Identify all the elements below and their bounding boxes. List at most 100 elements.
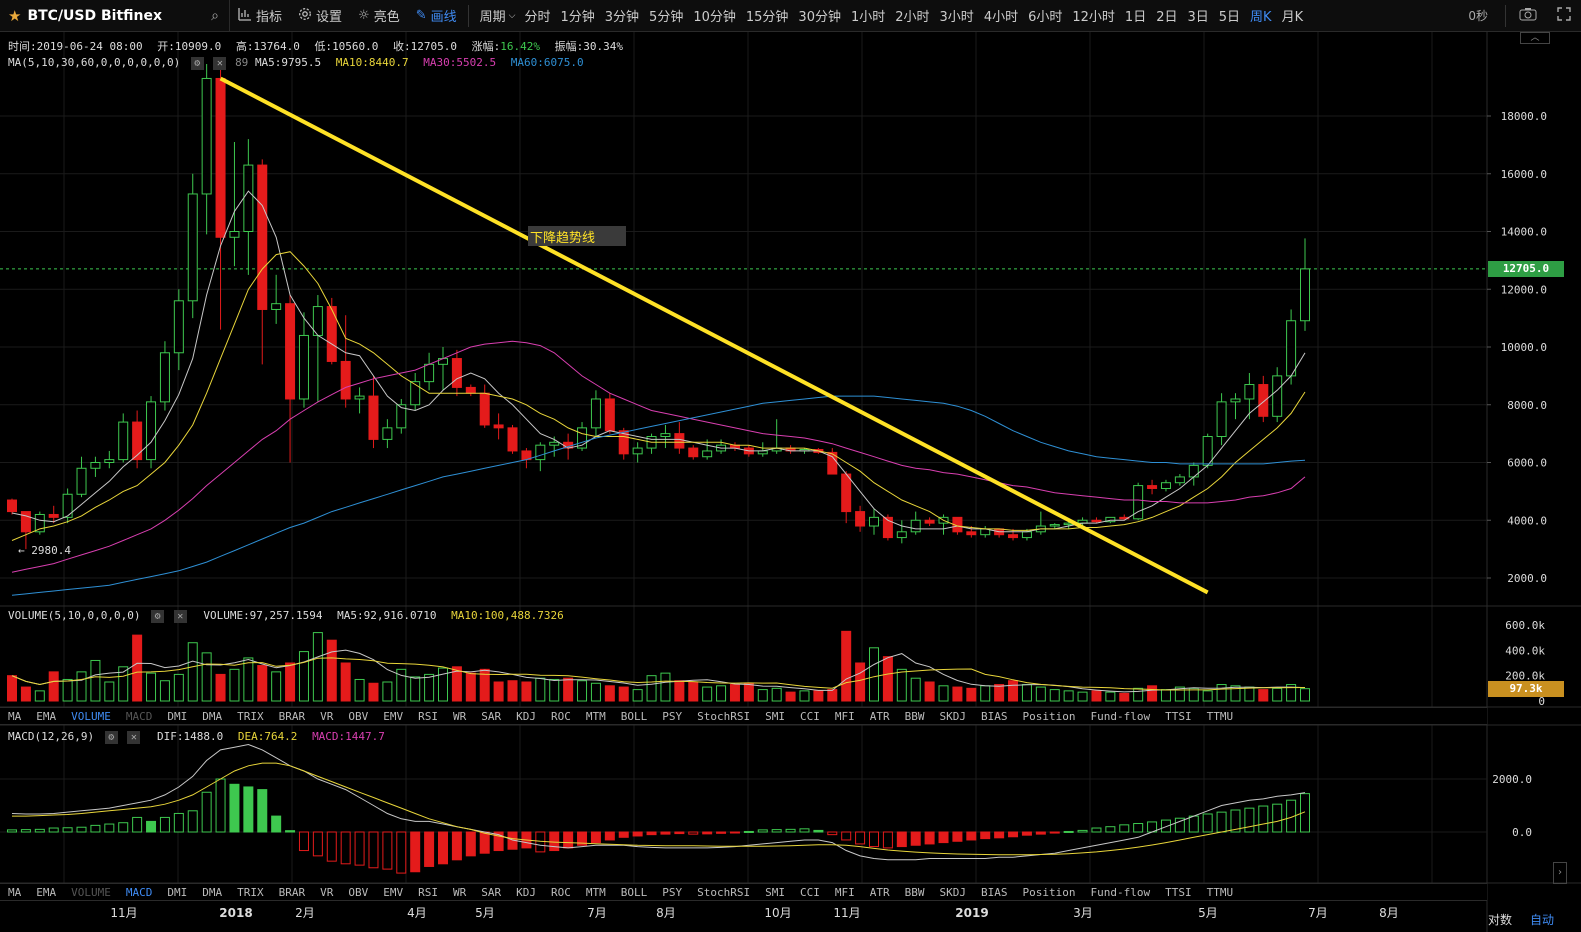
- indicator-tab-emv[interactable]: EMV: [383, 885, 404, 899]
- timeframe-14[interactable]: 2日: [1156, 10, 1178, 25]
- timeframe-13[interactable]: 1日: [1124, 10, 1147, 25]
- indicator-tab-wr[interactable]: WR: [453, 885, 467, 899]
- indicator-tab-psy[interactable]: PSY: [662, 885, 683, 899]
- indicator-tab-ma[interactable]: MA: [8, 885, 22, 899]
- indicator-tab-roc[interactable]: ROC: [551, 885, 571, 899]
- indicator-tab-mtm[interactable]: MTM: [585, 885, 606, 899]
- indicator-tab-emv[interactable]: EMV: [383, 709, 404, 723]
- indicator-tab-macd[interactable]: MACD: [125, 709, 153, 723]
- indicator-tab-kdj[interactable]: KDJ: [516, 709, 536, 723]
- timeframe-12[interactable]: 12小时: [1072, 10, 1115, 25]
- indicator-tab-atr[interactable]: ATR: [869, 709, 890, 723]
- indicator-tab-psy[interactable]: PSY: [662, 709, 683, 723]
- timeframe-17[interactable]: 周K: [1250, 10, 1272, 25]
- legend-settings-icon[interactable]: ⚙: [190, 57, 204, 70]
- indicator-tab-dmi[interactable]: DMI: [167, 709, 188, 723]
- indicator-tab-trix[interactable]: TRIX: [237, 709, 264, 723]
- fullscreen-icon[interactable]: [1547, 6, 1581, 25]
- indicator-tab-bias[interactable]: BIAS: [980, 885, 1008, 899]
- theme-button[interactable]: ☼ 亮色: [350, 0, 408, 32]
- indicator-tab-brar[interactable]: BRAR: [278, 885, 306, 899]
- legend-settings-icon[interactable]: ⚙: [151, 610, 165, 623]
- indicator-tab-cci[interactable]: CCI: [799, 709, 820, 723]
- timeframe-1[interactable]: 1分钟: [560, 10, 595, 25]
- chevron-up-icon[interactable]: ︿: [1520, 32, 1550, 44]
- timeframe-3[interactable]: 5分钟: [649, 10, 684, 25]
- indicator-tab-smi[interactable]: SMI: [765, 709, 785, 723]
- indicator-tab-ema[interactable]: EMA: [36, 885, 57, 899]
- indicator-tab-rsi[interactable]: RSI: [418, 709, 438, 723]
- indicator-tab-skdj[interactable]: SKDJ: [939, 709, 966, 723]
- indicator-tab-rsi[interactable]: RSI: [418, 885, 438, 899]
- indicator-tab-ttsi[interactable]: TTSI: [1165, 885, 1192, 899]
- indicator-tab-vr[interactable]: VR: [320, 709, 334, 723]
- timeframe-7[interactable]: 1小时: [850, 10, 886, 25]
- timeframe-11[interactable]: 6小时: [1028, 10, 1063, 25]
- period-dropdown[interactable]: 周期 ⌵: [472, 0, 520, 32]
- indicator-tab-bbw[interactable]: BBW: [904, 709, 925, 723]
- indicator-tab-mfi[interactable]: MFI: [834, 709, 855, 723]
- indicator-tab-position[interactable]: Position: [1022, 709, 1076, 723]
- settings-button[interactable]: 设置: [290, 0, 350, 32]
- indicator-tab-skdj[interactable]: SKDJ: [939, 885, 966, 899]
- legend-close-icon[interactable]: ✕: [213, 57, 227, 70]
- timeframe-5[interactable]: 15分钟: [745, 10, 789, 25]
- indicator-tab-mtm[interactable]: MTM: [585, 709, 606, 723]
- indicator-tab-dmi[interactable]: DMI: [167, 885, 188, 899]
- log-scale-button[interactable]: 对数: [1488, 913, 1513, 927]
- star-icon[interactable]: ★: [8, 6, 22, 25]
- timeframe-9[interactable]: 3小时: [939, 10, 974, 25]
- indicator-tab-vr[interactable]: VR: [320, 885, 334, 899]
- indicator-tab-position[interactable]: Position: [1022, 885, 1076, 899]
- indicator-tab-smi[interactable]: SMI: [765, 885, 785, 899]
- legend-close-icon[interactable]: ✕: [173, 610, 187, 623]
- indicator-tab-atr[interactable]: ATR: [869, 885, 890, 899]
- timeframe-0[interactable]: 分时: [524, 10, 551, 25]
- indicator-tab-boll[interactable]: BOLL: [620, 885, 648, 899]
- indicator-tab-stochrsi[interactable]: StochRSI: [697, 709, 751, 723]
- chevron-right-icon[interactable]: ›: [1553, 862, 1567, 884]
- symbol-selector[interactable]: ★ BTC/USD Bitfinex ⌕: [0, 0, 230, 32]
- indicator-tab-sar[interactable]: SAR: [481, 885, 502, 899]
- indicator-tab-sar[interactable]: SAR: [481, 709, 502, 723]
- indicator-tab-dma[interactable]: DMA: [202, 885, 223, 899]
- indicator-tab-mfi[interactable]: MFI: [834, 885, 855, 899]
- indicator-tab-boll[interactable]: BOLL: [620, 709, 648, 723]
- timeframe-6[interactable]: 30分钟: [798, 10, 841, 25]
- indicator-tab-ttmu[interactable]: TTMU: [1206, 709, 1234, 723]
- indicator-tab-macd[interactable]: MACD: [125, 885, 153, 899]
- indicator-tab-volume[interactable]: VOLUME: [71, 885, 111, 899]
- timeframe-8[interactable]: 2小时: [895, 10, 930, 25]
- chart-canvas[interactable]: 18000.0 16000.0 14000.0 12000.0 10000.0 8000.…: [0, 32, 1581, 932]
- legend-settings-icon[interactable]: ⚙: [104, 731, 118, 744]
- timeframe-16[interactable]: 5日: [1218, 10, 1241, 25]
- indicator-tab-stochrsi[interactable]: StochRSI: [697, 885, 751, 899]
- indicator-tab-ema[interactable]: EMA: [36, 709, 57, 723]
- timeframe-15[interactable]: 3日: [1187, 10, 1209, 25]
- indicator-tab-dma[interactable]: DMA: [202, 709, 223, 723]
- camera-icon[interactable]: [1509, 7, 1547, 25]
- timeframe-2[interactable]: 3分钟: [604, 10, 640, 25]
- indicator-tab-cci[interactable]: CCI: [799, 885, 820, 899]
- timeframe-4[interactable]: 10分钟: [693, 10, 736, 25]
- indicator-tab-kdj[interactable]: KDJ: [516, 885, 536, 899]
- timeframe-18[interactable]: 月K: [1281, 10, 1304, 25]
- auto-scale-button[interactable]: 自动: [1530, 913, 1555, 927]
- indicator-tab-ttsi[interactable]: TTSI: [1165, 709, 1192, 723]
- draw-button[interactable]: ✎ 画线: [408, 0, 465, 32]
- indicator-tab-fund-flow[interactable]: Fund-flow: [1090, 885, 1151, 899]
- indicator-tab-fund-flow[interactable]: Fund-flow: [1090, 709, 1151, 723]
- indicator-tab-obv[interactable]: OBV: [348, 885, 369, 899]
- indicator-tab-bbw[interactable]: BBW: [904, 885, 925, 899]
- indicator-tab-brar[interactable]: BRAR: [278, 709, 306, 723]
- legend-close-icon[interactable]: ✕: [127, 731, 141, 744]
- indicators-button[interactable]: 指标: [230, 0, 290, 32]
- search-icon[interactable]: ⌕: [211, 7, 219, 24]
- indicator-tab-obv[interactable]: OBV: [348, 709, 369, 723]
- timeframe-10[interactable]: 4小时: [983, 10, 1019, 25]
- indicator-tab-ttmu[interactable]: TTMU: [1206, 885, 1234, 899]
- indicator-tab-ma[interactable]: MA: [8, 709, 22, 723]
- indicator-tab-bias[interactable]: BIAS: [980, 709, 1008, 723]
- trendline-annotation[interactable]: 下降趋势线: [528, 226, 626, 246]
- indicator-tab-trix[interactable]: TRIX: [237, 885, 264, 899]
